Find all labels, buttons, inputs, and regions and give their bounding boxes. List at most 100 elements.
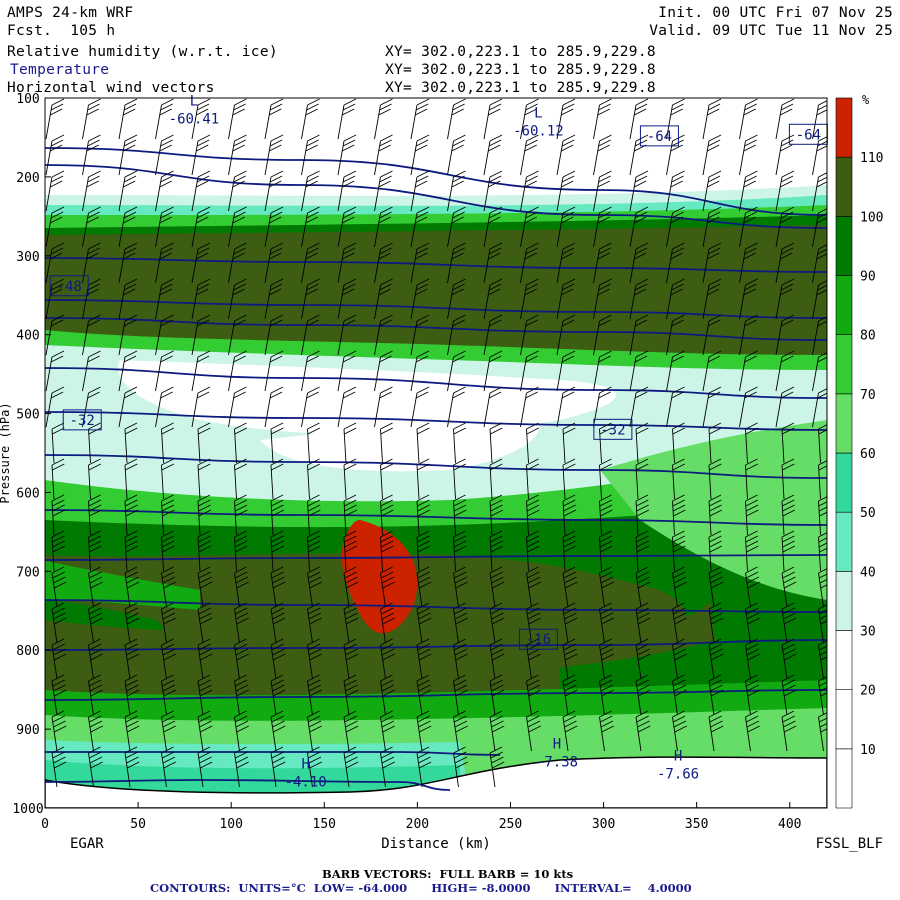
- wind-barb-flag: [745, 499, 758, 507]
- wind-barb-shaft: [562, 500, 566, 536]
- wind-barb-shaft: [161, 500, 164, 536]
- wind-barb-shaft: [629, 284, 637, 320]
- wind-barb-flag: [416, 98, 430, 106]
- wind-barb-flag: [561, 211, 575, 219]
- wind-barb-flag: [161, 710, 174, 718]
- wind-barb-flag: [490, 427, 503, 435]
- wind-barb-flag: [672, 427, 685, 435]
- wind-barb-flag: [526, 314, 539, 322]
- wind-barb-flag: [309, 653, 322, 661]
- wind-barb-flag: [565, 617, 578, 625]
- wind-barb-flag: [781, 422, 795, 430]
- wind-barb-flag: [708, 674, 722, 682]
- wind-barb-flag: [489, 494, 503, 502]
- wind-barb-flag: [342, 103, 356, 111]
- wind-barb-flag: [526, 458, 539, 466]
- wind-barb-flag: [452, 103, 465, 111]
- wind-barb-flag: [670, 108, 683, 116]
- wind-barb-flag: [711, 653, 724, 661]
- wind-barb-flag: [781, 638, 795, 646]
- wind-barb-flag: [782, 540, 795, 548]
- wind-barb-flag: [489, 530, 503, 538]
- wind-barb-flag: [307, 170, 320, 178]
- wind-barb-flag: [528, 689, 541, 697]
- wind-barb-shaft: [191, 284, 199, 320]
- wind-barb-flag: [196, 175, 210, 183]
- wind-barb-flag: [343, 458, 357, 466]
- wind-barb-flag: [123, 252, 136, 260]
- wind-barb-flag: [454, 576, 468, 584]
- wind-barb-flag: [88, 535, 101, 543]
- wind-barb-flag: [416, 386, 430, 394]
- wind-barb-shaft: [562, 464, 566, 500]
- wind-barb-flag: [707, 103, 721, 111]
- wind-barb-flag: [452, 355, 465, 363]
- wind-barb-flag: [160, 247, 173, 255]
- wind-barb-flag: [635, 134, 649, 142]
- wind-barb-flag: [342, 108, 355, 116]
- wind-barb-flag: [636, 499, 649, 507]
- wind-barb-shaft: [191, 392, 199, 428]
- wind-barb-flag: [489, 710, 503, 718]
- wind-barb-flag: [781, 458, 795, 466]
- wind-barb-flag: [125, 504, 138, 512]
- wind-barb-flag: [416, 674, 430, 682]
- wind-barb-shaft: [775, 104, 783, 140]
- wind-barb-flag: [86, 216, 99, 224]
- wind-barb-flag: [235, 643, 248, 651]
- wind-barb-flag: [817, 140, 827, 147]
- wind-barb-flag: [345, 576, 358, 584]
- wind-barb-flag: [709, 607, 722, 615]
- wind-barb-flag: [781, 494, 795, 502]
- wind-barb-shaft: [593, 104, 600, 140]
- wind-barb-flag: [234, 674, 247, 682]
- contour-label: -64: [796, 127, 821, 143]
- wind-barb-flag: [601, 653, 614, 661]
- wind-barb-flag: [453, 504, 467, 512]
- wind-barb-flag: [707, 216, 720, 224]
- wind-barb-flag: [234, 98, 247, 106]
- wind-barb-shaft: [635, 608, 642, 644]
- x-tick-label: 0: [41, 817, 49, 832]
- wind-barb-flag: [563, 463, 576, 471]
- wind-barb-flag: [269, 139, 283, 147]
- wind-barb-flag: [52, 504, 65, 512]
- wind-barb-shaft: [228, 104, 235, 140]
- wind-barb-flag: [271, 540, 284, 548]
- wind-barb-shaft: [118, 320, 126, 356]
- wind-barb-shaft: [88, 716, 94, 752]
- wind-barb-flag: [564, 684, 577, 692]
- contour-label-box: [62, 409, 102, 431]
- wind-barb-flag: [744, 175, 757, 183]
- wind-barb-shaft: [593, 140, 600, 176]
- wind-barb-flag: [161, 134, 174, 142]
- wind-barb-flag: [162, 648, 176, 656]
- wind-barb-flag: [269, 288, 282, 296]
- wind-barb-shaft: [88, 464, 91, 500]
- wind-barb-flag: [707, 319, 721, 327]
- wind-barb-flag: [234, 458, 247, 466]
- wind-barb-flag: [454, 679, 467, 687]
- x-tick-label: 200: [406, 817, 429, 832]
- wind-barb-shaft: [51, 716, 58, 752]
- wind-barb-flag: [88, 602, 101, 610]
- wind-barb-flag: [197, 134, 211, 142]
- wind-barb-flag: [709, 571, 722, 579]
- wind-barb-flag: [381, 715, 394, 723]
- wind-barb-flag: [418, 612, 431, 620]
- wind-barb-flag: [672, 314, 685, 322]
- wind-barb-flag: [415, 144, 428, 152]
- wind-barb-flag: [342, 216, 355, 224]
- wind-barb-flag: [489, 170, 503, 178]
- wind-barb-flag: [599, 566, 612, 574]
- wind-barb-flag: [490, 545, 504, 553]
- wind-barb-flag: [417, 715, 430, 723]
- wind-barb-flag: [415, 288, 428, 296]
- wind-barb-flag: [342, 252, 355, 260]
- wind-barb-flag: [418, 648, 431, 656]
- wind-barb-shaft: [374, 104, 381, 140]
- wind-barb-flag: [308, 509, 321, 517]
- wind-barb-flag: [305, 288, 318, 296]
- wind-barb-shaft: [155, 392, 162, 428]
- wind-barb-flag: [488, 391, 502, 399]
